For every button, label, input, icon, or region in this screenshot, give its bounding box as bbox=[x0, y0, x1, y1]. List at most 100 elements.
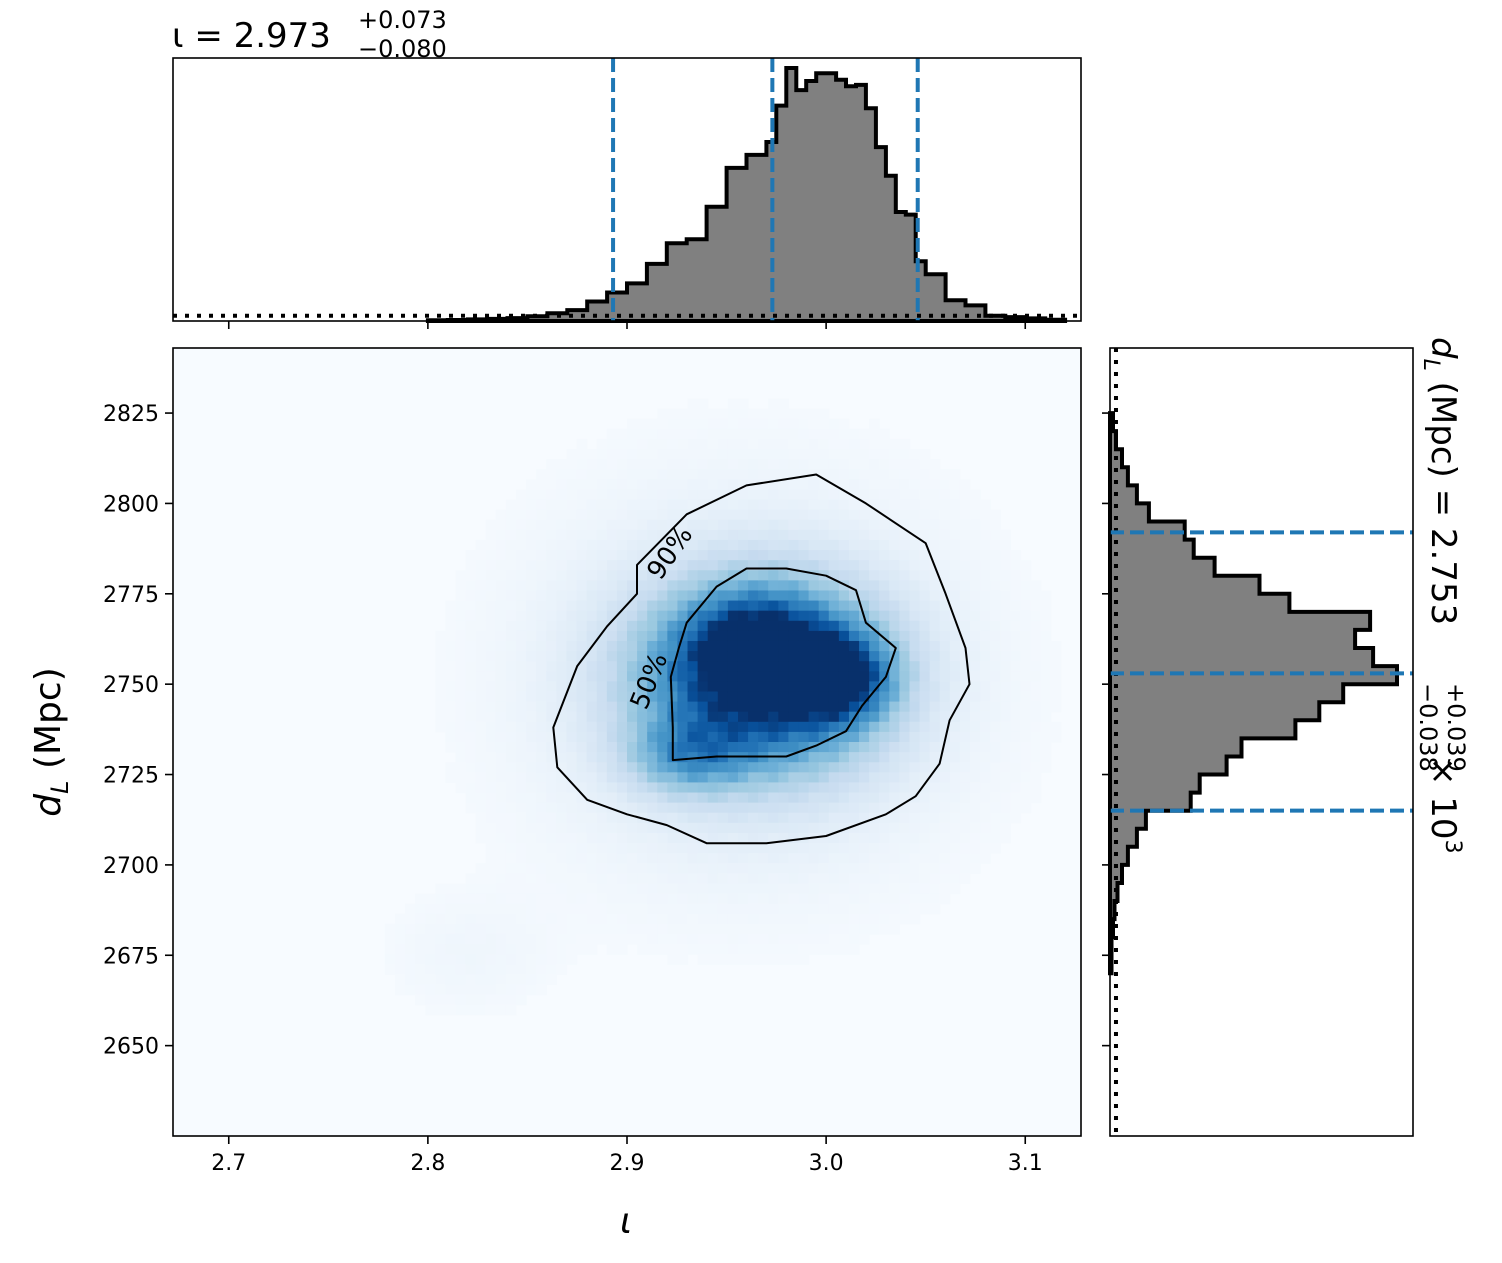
heatmap-cell bbox=[949, 580, 961, 592]
heatmap-cell bbox=[848, 600, 860, 612]
heatmap-cell bbox=[879, 479, 890, 491]
heatmap-cell bbox=[838, 449, 850, 460]
heatmap-cell bbox=[526, 923, 537, 935]
heatmap-cell bbox=[778, 863, 790, 874]
heatmap-cell bbox=[687, 529, 699, 541]
heatmap-cell bbox=[606, 438, 618, 450]
heatmap-cell bbox=[697, 509, 709, 521]
heatmap-cell bbox=[536, 893, 547, 905]
heatmap-cell bbox=[556, 893, 568, 905]
heatmap-cell bbox=[485, 519, 497, 531]
heatmap-cell bbox=[889, 580, 900, 592]
heatmap-cell bbox=[556, 570, 568, 581]
heatmap-cell bbox=[707, 762, 719, 773]
heatmap-cell bbox=[647, 913, 658, 925]
heatmap-cell bbox=[445, 701, 457, 713]
heatmap-cell bbox=[788, 580, 800, 592]
heatmap-cell bbox=[536, 661, 547, 672]
heatmap-cell bbox=[536, 539, 547, 551]
heatmap-cell bbox=[717, 701, 729, 713]
heatmap-cell bbox=[859, 832, 870, 844]
heatmap-cell bbox=[798, 843, 810, 854]
heatmap-cell bbox=[838, 469, 850, 480]
heatmap-cell bbox=[526, 883, 537, 895]
heatmap-cell bbox=[465, 691, 477, 703]
heatmap-cell bbox=[616, 742, 628, 753]
heatmap-cell bbox=[970, 620, 981, 632]
heatmap-cell bbox=[556, 863, 568, 874]
heatmap-cell bbox=[848, 681, 860, 693]
heatmap-cell bbox=[556, 964, 568, 975]
heatmap-cell bbox=[748, 772, 759, 784]
heatmap-cell bbox=[838, 620, 850, 632]
heatmap-cell bbox=[848, 539, 860, 551]
heatmap-cell bbox=[586, 802, 598, 814]
heatmap-cell bbox=[778, 479, 790, 491]
heatmap-cell bbox=[516, 802, 527, 814]
heatmap-cell bbox=[859, 812, 870, 824]
heatmap-cell bbox=[546, 580, 557, 592]
heatmap-cell bbox=[848, 560, 860, 571]
heatmap-cell bbox=[687, 832, 699, 844]
heatmap-cell bbox=[475, 903, 487, 915]
heatmap-cell bbox=[788, 509, 800, 521]
heatmap-cell bbox=[778, 580, 790, 592]
heatmap-cell bbox=[677, 418, 689, 430]
heatmap-cell bbox=[949, 640, 961, 652]
heatmap-cell bbox=[566, 529, 578, 541]
heatmap-cell bbox=[455, 762, 467, 773]
heatmap-cell bbox=[808, 772, 820, 784]
heatmap-cell bbox=[616, 853, 628, 864]
heatmap-cell bbox=[707, 640, 719, 652]
heatmap-cell bbox=[485, 1004, 497, 1016]
heatmap-cell bbox=[909, 479, 921, 491]
heatmap-cell bbox=[990, 539, 1001, 551]
heatmap-cell bbox=[556, 802, 568, 814]
heatmap-cell bbox=[919, 651, 931, 662]
heatmap-cell bbox=[526, 832, 537, 844]
heatmap-cell bbox=[717, 418, 729, 430]
heatmap-cell bbox=[425, 1004, 436, 1016]
heatmap-cell bbox=[707, 923, 719, 935]
heatmap-cell bbox=[828, 539, 840, 551]
heatmap-cell bbox=[455, 651, 467, 662]
heatmap-cell bbox=[677, 863, 689, 874]
heatmap-cell bbox=[697, 711, 709, 723]
heatmap-cell bbox=[879, 459, 890, 470]
heatmap-cell bbox=[899, 863, 911, 874]
heatmap-cell bbox=[687, 893, 699, 905]
heatmap-cell bbox=[475, 893, 487, 905]
heatmap-cell bbox=[455, 691, 467, 703]
heatmap-cell bbox=[566, 752, 578, 763]
heatmap-cell bbox=[717, 630, 729, 642]
heatmap-cell bbox=[566, 539, 578, 551]
heatmap-cell bbox=[758, 812, 769, 824]
heatmap-cell bbox=[707, 418, 719, 430]
heatmap-cell bbox=[727, 580, 739, 592]
heatmap-cell bbox=[586, 792, 598, 804]
heatmap-cell bbox=[616, 469, 628, 480]
heatmap-cell bbox=[1010, 762, 1022, 773]
heatmap-cell bbox=[647, 721, 658, 733]
heatmap-cell bbox=[697, 570, 709, 581]
heatmap-cell bbox=[959, 772, 971, 784]
heatmap-cell bbox=[838, 742, 850, 753]
heatmap-cell bbox=[768, 762, 779, 773]
heatmap-cell bbox=[768, 550, 779, 561]
heatmap-cell bbox=[727, 701, 739, 713]
heatmap-cell bbox=[818, 640, 830, 652]
heatmap-cell bbox=[939, 752, 951, 763]
heatmap-cell bbox=[959, 762, 971, 773]
heatmap-cell bbox=[748, 944, 759, 955]
heatmap-cell bbox=[516, 812, 527, 824]
heatmap-cell bbox=[959, 843, 971, 854]
heatmap-cell bbox=[990, 792, 1001, 804]
heatmap-cell bbox=[859, 933, 870, 945]
heatmap-cell bbox=[959, 752, 971, 763]
heatmap-cell bbox=[758, 438, 769, 450]
heatmap-cell bbox=[606, 651, 618, 662]
heatmap-cell bbox=[687, 438, 699, 450]
heatmap-cell bbox=[778, 428, 790, 440]
heatmap-cell bbox=[556, 792, 568, 804]
heatmap-cell bbox=[909, 681, 921, 693]
